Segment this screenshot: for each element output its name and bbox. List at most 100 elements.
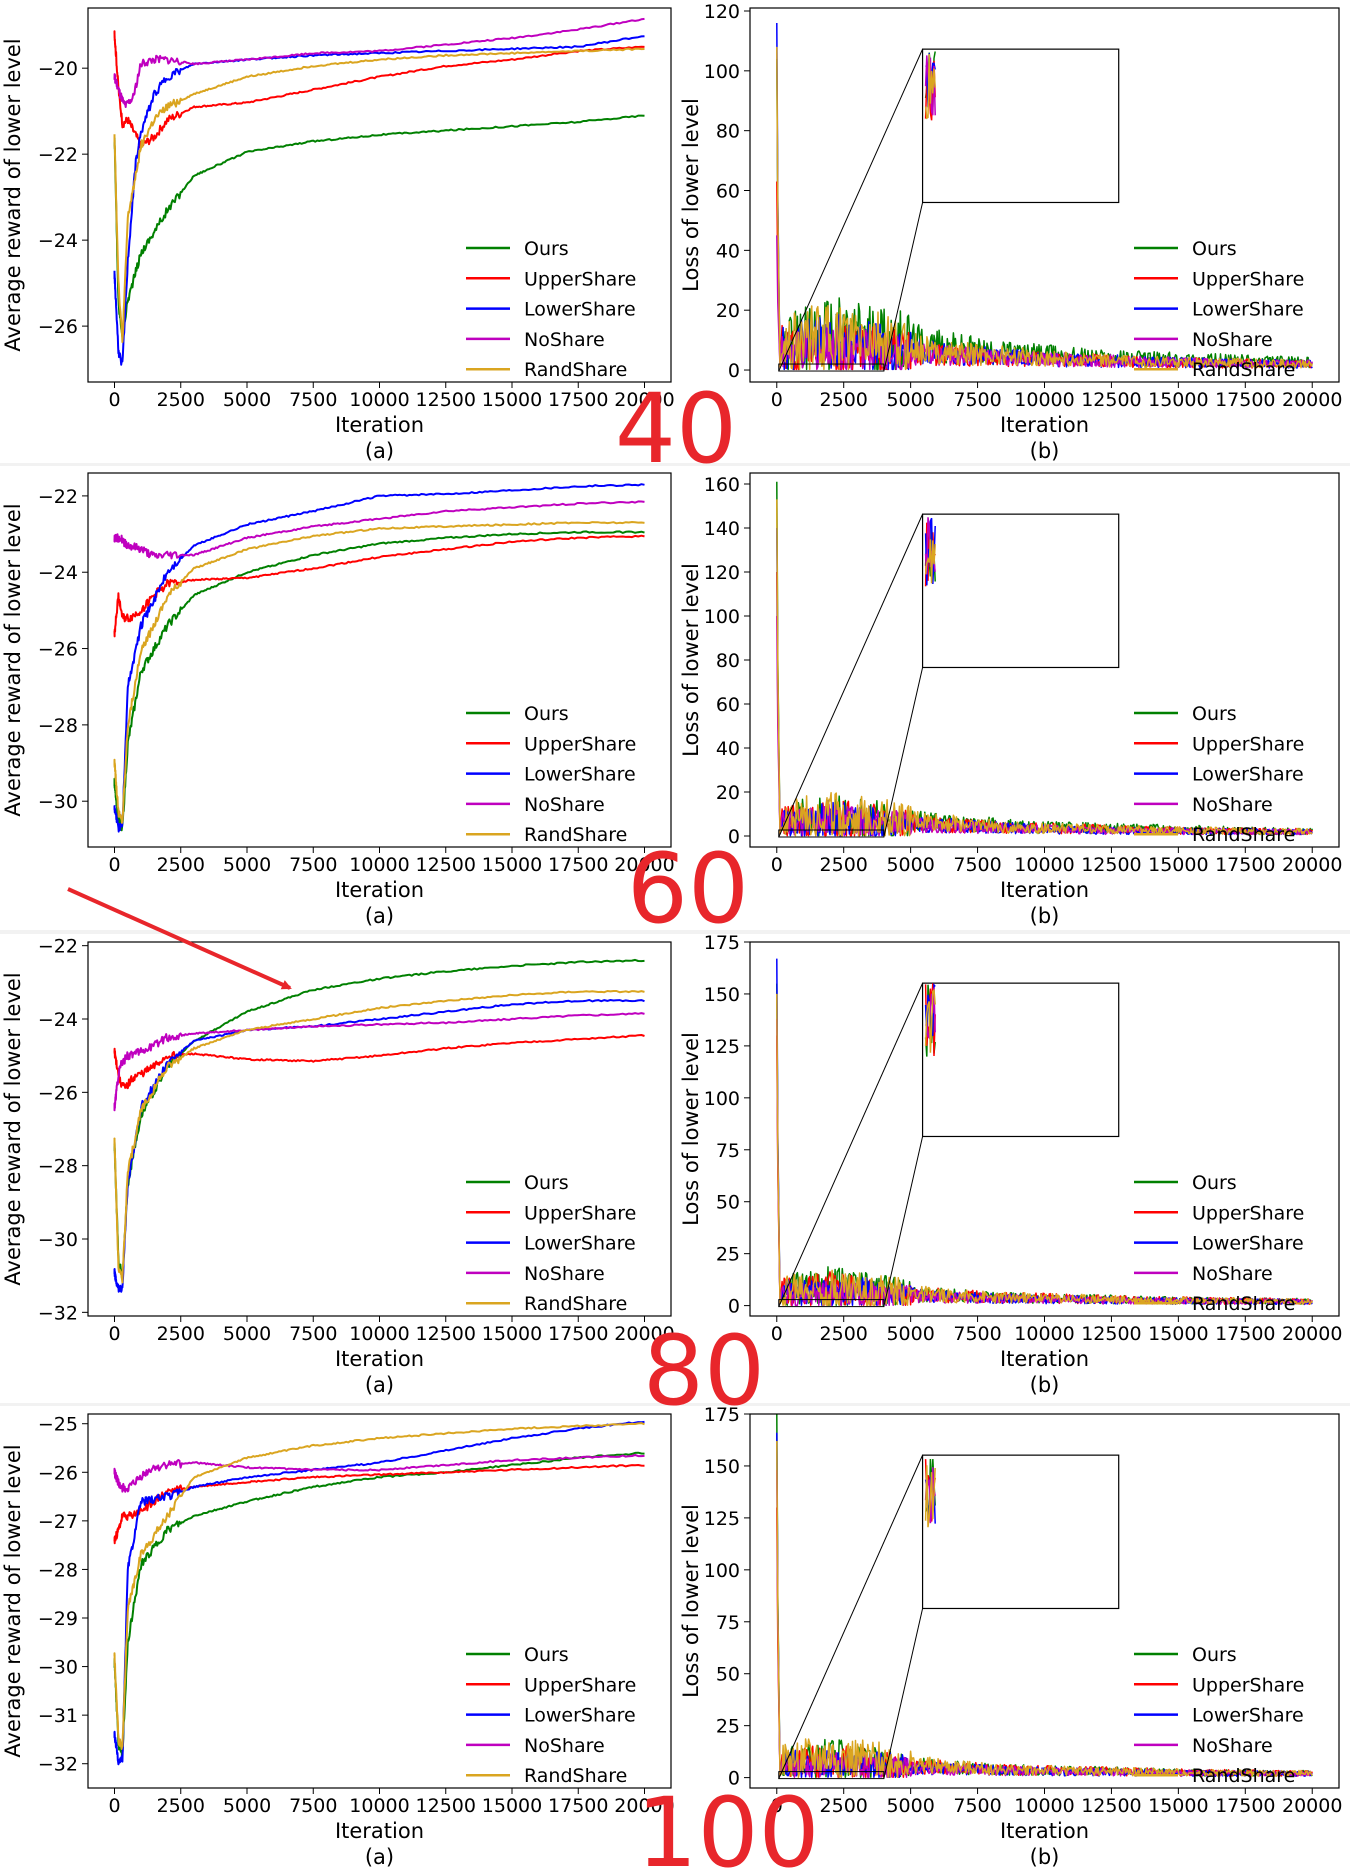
r4a-panel: 0 2500 5000 7500 10000 12500 15000 17500 20000 −3…	[1, 1413, 675, 1869]
r3a-y-axis-label: Average reward of lower level	[1, 972, 25, 1285]
r2b-y-tick-label: 40	[716, 738, 740, 760]
r3b-panel: 0 2500 5000 7500 10000 12500 15000 17500 20000 0 2…	[679, 932, 1342, 1397]
r1b-zoom-source-box	[778, 363, 885, 372]
r1a-panel-label: (a)	[365, 439, 394, 463]
r4b-panel-label: (b)	[1030, 1845, 1060, 1869]
r4a-x-tick-label: 10000	[349, 1795, 409, 1817]
r2a-legend-entry-noshare: NoShare	[524, 794, 605, 816]
r4a-x-tick-label: 0	[108, 1795, 120, 1817]
row-label-60: 60	[627, 833, 749, 945]
r2a-x-tick-label: 5000	[223, 854, 271, 876]
r1a-series-uppershare	[113, 30, 645, 149]
r4a-legend-entry-randshare: RandShare	[524, 1765, 627, 1787]
r4b-zoom-connector	[883, 1608, 924, 1779]
r2b-y-tick-label: 140	[704, 518, 740, 540]
r4a-series-uppershare	[113, 1464, 645, 1545]
r2b-y-tick-label: 60	[716, 694, 740, 716]
r3b-y-tick-label: 150	[704, 984, 740, 1006]
r2b-y-tick-label: 80	[716, 650, 740, 672]
r2a-panel: 0 2500 5000 7500 10000 12500 15000 17500 20000 −3…	[1, 472, 675, 928]
r2a-series-uppershare	[113, 534, 645, 638]
screenshot-band-1	[0, 0, 1350, 463]
r3b-legend-entry-randshare: RandShare	[1192, 1293, 1295, 1315]
r4a-y-tick-label: −30	[38, 1657, 78, 1679]
r1b-y-tick-label: 60	[716, 181, 740, 203]
r2b-y-tick-label: 20	[716, 782, 740, 804]
r1b-legend-entry-lowershare: LowerShare	[1192, 299, 1304, 321]
r1a-series-noshare	[113, 17, 645, 108]
r4a-x-tick-label: 17500	[548, 1795, 608, 1817]
r3a-legend-entry-ours: Ours	[524, 1172, 569, 1194]
r1b-y-axis-label: Loss of lower level	[679, 98, 703, 292]
r2b-x-tick-label: 7500	[953, 854, 1001, 876]
r1b-y-tick-label: 0	[728, 360, 740, 382]
r3b-y-tick-label: 75	[716, 1140, 740, 1162]
r2a-x-tick-label: 7500	[289, 854, 337, 876]
r4a-y-tick-label: −29	[38, 1608, 78, 1630]
row-label-80: 80	[643, 1315, 765, 1427]
r1a-y-tick-label: −22	[38, 144, 78, 166]
r4b-x-tick-label: 0	[771, 1795, 783, 1817]
r3b-y-tick-label: 50	[716, 1192, 740, 1214]
highlight-arrow	[67, 887, 292, 990]
r1a-x-tick-label: 0	[108, 389, 120, 411]
r3b-x-tick-label: 0	[771, 1323, 783, 1345]
r1a-x-tick-label: 20000	[614, 389, 674, 411]
r2a-y-tick-label: −22	[38, 486, 78, 508]
r3a-y-tick-label: −26	[38, 1082, 78, 1104]
r4a-x-tick-label: 5000	[223, 1795, 271, 1817]
r3b-zoom-series-randshare	[924, 988, 936, 1053]
r2b-series-randshare	[776, 499, 1313, 837]
r1b-panel-label: (b)	[1030, 439, 1060, 463]
r4b-y-tick-label: 150	[704, 1456, 740, 1478]
r1b-x-tick-label: 15000	[1148, 389, 1208, 411]
r4b-y-tick-label: 50	[716, 1664, 740, 1686]
r1b-panel: 0 2500 5000 7500 10000 12500 15000 17500 20000 0 2…	[679, 1, 1342, 463]
r1a-x-tick-label: 17500	[548, 389, 608, 411]
r4b-x-tick-label: 20000	[1282, 1795, 1342, 1817]
r3a-x-tick-label: 17500	[548, 1323, 608, 1345]
r2b-x-tick-label: 20000	[1282, 854, 1342, 876]
r4a-legend-entry-uppershare: UpperShare	[524, 1674, 636, 1696]
r1b-zoom-inset-box	[921, 48, 1120, 204]
r2b-zoom-connector	[883, 667, 924, 838]
r1b-x-tick-label: 12500	[1081, 389, 1141, 411]
r1b-legend-entry-noshare: NoShare	[1192, 329, 1273, 351]
r4b-legend-entry-uppershare: UpperShare	[1192, 1674, 1304, 1696]
r3b-x-tick-label: 2500	[820, 1323, 868, 1345]
r3a-x-axis-label: Iteration	[335, 1347, 424, 1371]
r3a-x-tick-label: 7500	[289, 1323, 337, 1345]
r2b-panel-label: (b)	[1030, 904, 1060, 928]
r3a-x-tick-label: 20000	[614, 1323, 674, 1345]
r4b-x-tick-label: 17500	[1215, 1795, 1275, 1817]
r2a-x-axis-label: Iteration	[335, 878, 424, 902]
r3a-x-tick-label: 0	[108, 1323, 120, 1345]
r2a-y-tick-label: −26	[38, 639, 78, 661]
r4a-legend-entry-lowershare: LowerShare	[524, 1705, 636, 1727]
r1a-y-tick-label: −20	[38, 58, 78, 80]
r3a-y-tick-label: −30	[38, 1229, 78, 1251]
r2a-y-tick-label: −24	[38, 562, 78, 584]
r3b-x-axis-label: Iteration	[1000, 1347, 1089, 1371]
r3b-x-tick-label: 15000	[1148, 1323, 1208, 1345]
row-label-40: 40	[615, 373, 737, 485]
r2b-x-tick-label: 2500	[820, 854, 868, 876]
r3a-legend-entry-uppershare: UpperShare	[524, 1202, 636, 1224]
r3b-x-tick-label: 7500	[953, 1323, 1001, 1345]
r1a-series-randshare	[113, 47, 645, 344]
r4b-y-tick-label: 175	[704, 1404, 740, 1426]
r4b-x-tick-label: 15000	[1148, 1795, 1208, 1817]
r4b-zoom-inset-box	[921, 1454, 1120, 1610]
r1b-x-tick-label: 7500	[953, 389, 1001, 411]
r3a-y-tick-label: −32	[38, 1302, 78, 1324]
r3b-legend-entry-noshare: NoShare	[1192, 1263, 1273, 1285]
r4a-legend-entry-ours: Ours	[524, 1644, 569, 1666]
r1a-panel: 0 2500 5000 7500 10000 12500 15000 17500 20000 −2…	[1, 7, 675, 463]
r2a-series-noshare	[113, 500, 645, 560]
r2a-x-tick-label: 20000	[614, 854, 674, 876]
r3b-panel-label: (b)	[1030, 1373, 1060, 1397]
r1b-x-tick-label: 17500	[1215, 389, 1275, 411]
r2b-y-tick-label: 100	[704, 606, 740, 628]
r2b-x-tick-label: 12500	[1081, 854, 1141, 876]
